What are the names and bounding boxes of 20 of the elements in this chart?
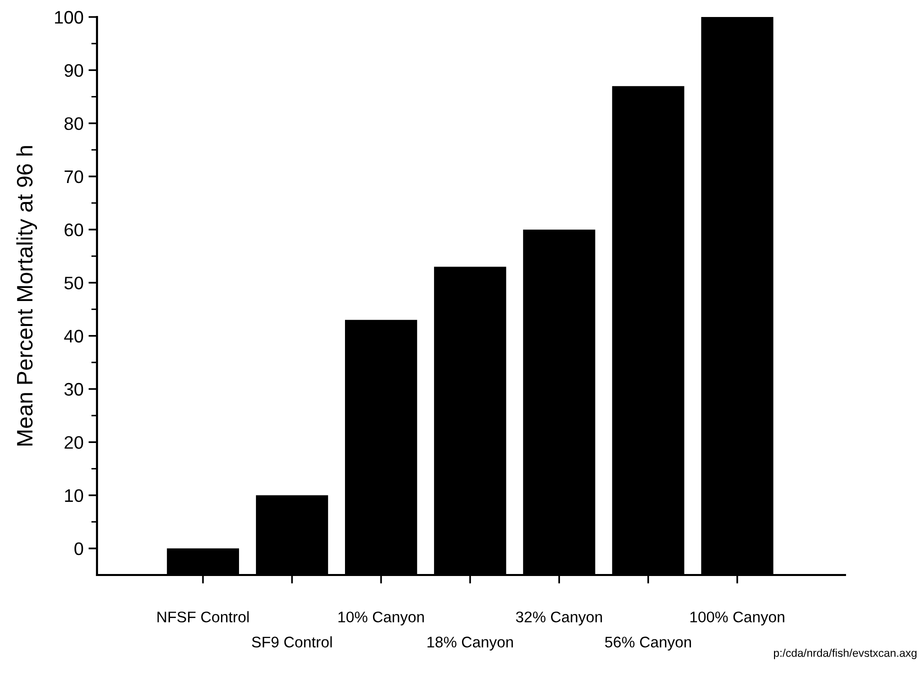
y-tick-label: 10: [65, 489, 84, 502]
y-tick-label: 80: [64, 117, 84, 130]
y-tick-label: 20: [64, 436, 84, 449]
y-tick-label: 0: [74, 542, 84, 556]
y-tick-label: 50: [64, 276, 84, 290]
x-tick-label: SF9 Control: [252, 636, 332, 648]
x-tick-label: NFSF Control: [158, 611, 249, 622]
x-tick-label: 10% Canyon: [338, 612, 424, 626]
text: p:/cda/nrda/fish/evstxcan.axg: [774, 648, 916, 660]
y-tick-label: 30: [64, 382, 84, 396]
y-tick-label: 100: [55, 10, 84, 24]
x-tick-label: 100% Canyon: [690, 612, 784, 626]
x-tick-label: 56% Canyon: [605, 636, 691, 651]
x-tick-label: 32% Canyon: [516, 612, 602, 626]
y-axis-title: Mean Percent Mortality at 96 h: [16, 146, 38, 446]
y-tick-label: 40: [64, 330, 84, 343]
y-tick-label: 70: [64, 170, 84, 184]
y-tick-label: 60: [64, 224, 84, 236]
x-tick-label: 18% Canyon: [428, 636, 513, 651]
y-tick-label: 90: [64, 64, 84, 77]
